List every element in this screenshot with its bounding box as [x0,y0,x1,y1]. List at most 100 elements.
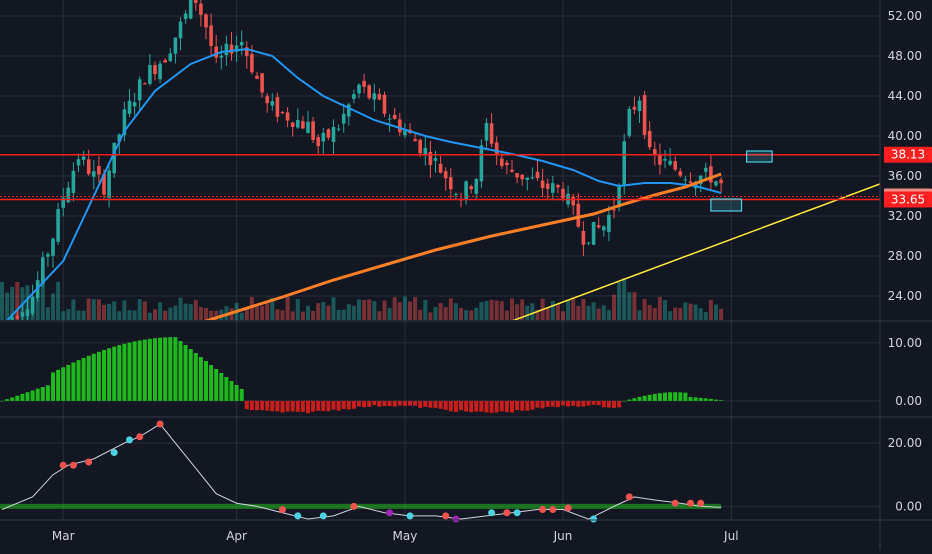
candle-body[interactable] [178,21,183,39]
candle-body[interactable] [158,63,162,80]
candle-body[interactable] [622,141,626,185]
candle-body[interactable] [673,161,677,170]
candle-body[interactable] [520,174,524,180]
candle-body[interactable] [510,169,514,172]
candle-body[interactable] [239,42,244,46]
candle-body[interactable] [41,257,45,285]
candle-body[interactable] [127,100,132,114]
candle-body[interactable] [556,185,560,188]
candle-body[interactable] [188,0,193,19]
candle-body[interactable] [168,53,173,62]
candle-body[interactable] [637,100,642,112]
candle-body[interactable] [183,13,188,20]
candle-body[interactable] [224,43,229,56]
candle-body[interactable] [265,96,269,104]
candle-body[interactable] [81,156,86,160]
candle-body[interactable] [489,123,494,144]
candle-body[interactable] [398,119,402,133]
candle-body[interactable] [535,171,540,179]
candle-body[interactable] [86,159,91,175]
candle-body[interactable] [596,225,601,228]
candle-body[interactable] [438,163,443,173]
candle-body[interactable] [428,151,433,165]
candle-body[interactable] [449,177,453,190]
candle-body[interactable] [331,126,336,142]
candle-body[interactable] [321,132,326,142]
candle-body[interactable] [418,139,422,154]
time-axis[interactable]: Mar Apr May Jun Jul [52,529,739,543]
candle-body[interactable] [122,109,127,136]
candle-body[interactable] [454,193,458,195]
candle-body[interactable] [71,170,76,194]
price-label-box[interactable] [884,191,932,208]
candle-body[interactable] [540,180,545,189]
candle-body[interactable] [530,177,535,179]
candle-body[interactable] [367,85,371,99]
candle-body[interactable] [719,179,723,184]
candle-body[interactable] [561,188,565,199]
candle-body[interactable] [602,226,606,231]
candle-body[interactable] [306,121,310,133]
candle-body[interactable] [10,317,14,320]
candle-body[interactable] [515,173,519,178]
candle-body[interactable] [204,14,208,28]
candle-body[interactable] [704,167,708,172]
candle-body[interactable] [586,242,591,244]
candle-body[interactable] [377,93,382,100]
candle-body[interactable] [97,166,101,175]
price-label-box[interactable] [884,146,932,163]
candle-body[interactable] [255,75,259,79]
candle-body[interactable] [275,97,280,117]
candle-body[interactable] [20,312,25,317]
candle-body[interactable] [270,101,275,106]
candle-body[interactable] [46,254,50,257]
candle-body[interactable] [153,65,157,75]
candle-body[interactable] [107,170,111,198]
candle-body[interactable] [581,231,586,245]
candle-body[interactable] [341,113,346,124]
candle-body[interactable] [245,47,249,56]
candle-body[interactable] [143,83,147,85]
candle-body[interactable] [423,147,428,155]
candle-body[interactable] [683,179,688,181]
candle-body[interactable] [372,93,377,100]
candle-body[interactable] [30,297,35,314]
candle-body[interactable] [403,130,407,136]
candle-body[interactable] [443,171,448,179]
candle-body[interactable] [347,104,351,117]
candle-body[interactable] [617,184,621,208]
candle-body[interactable] [571,196,575,206]
candle-body[interactable] [148,65,152,84]
candle-body[interactable] [326,129,331,138]
candle-body[interactable] [61,197,65,208]
candle-body[interactable] [474,179,479,194]
candle-body[interactable] [607,214,611,233]
candle-body[interactable] [132,102,137,107]
candle-body[interactable] [66,187,71,203]
candle-body[interactable] [612,209,616,211]
candle-body[interactable] [678,171,683,176]
candle-body[interactable] [525,177,530,180]
price-axis[interactable]: 52.00 48.00 44.00 40.00 36.00 32.00 28.00 24.00… [884,9,932,513]
candle-body[interactable] [163,60,167,63]
price-candles[interactable] [0,0,723,337]
candle-body[interactable] [357,84,361,94]
candle-body[interactable] [76,159,81,166]
candle-body[interactable] [413,139,417,142]
rectangle-drawing[interactable] [710,198,743,212]
candle-body[interactable] [494,142,499,154]
candle-body[interactable] [301,121,305,129]
candle-body[interactable] [102,173,106,195]
candle-body[interactable] [627,108,632,136]
candle-body[interactable] [280,112,285,114]
candle-body[interactable] [545,183,550,189]
candle-body[interactable] [653,149,657,155]
candle-body[interactable] [194,0,198,3]
candle-body[interactable] [464,181,468,201]
candle-body[interactable] [551,183,555,193]
candle-body[interactable] [392,114,397,119]
candle-body[interactable] [25,309,30,317]
